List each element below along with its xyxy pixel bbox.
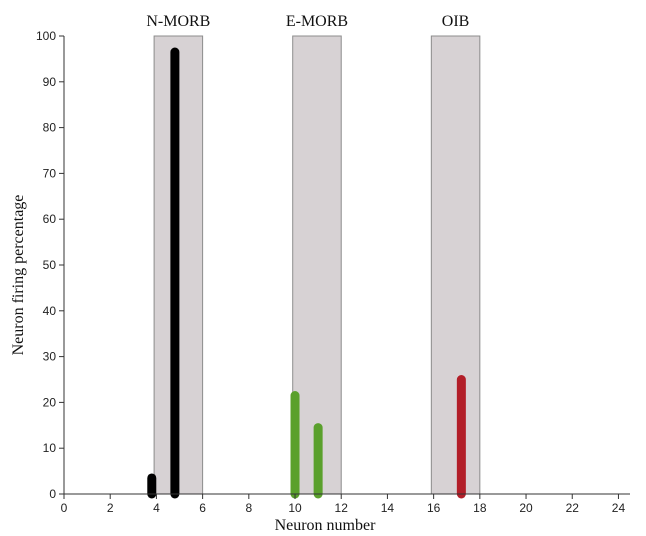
y-tick-label-5: 50 <box>43 258 57 272</box>
region-label-1: E-MORB <box>286 13 348 30</box>
x-tick-label-12: 24 <box>612 501 626 515</box>
x-tick-label-5: 10 <box>288 501 302 515</box>
y-tick-label-4: 40 <box>43 304 57 318</box>
y-axis-title: Neuron firing percentage <box>10 195 27 356</box>
region-label-2: OIB <box>442 13 470 30</box>
y-tick-label-3: 30 <box>43 350 57 364</box>
y-tick-label-2: 20 <box>43 395 57 409</box>
x-tick-label-0: 0 <box>61 501 68 515</box>
y-tick-label-6: 60 <box>43 212 57 226</box>
x-axis-title: Neuron number <box>275 517 377 534</box>
y-tick-label-9: 90 <box>43 75 57 89</box>
x-tick-label-1: 2 <box>107 501 114 515</box>
axes: 0 2 4 6 8 10 12 14 16 18 20 22 240102030405060708090… <box>36 29 630 515</box>
bars <box>147 47 466 499</box>
x-tick-label-3: 6 <box>199 501 206 515</box>
x-tick-label-8: 16 <box>427 501 441 515</box>
x-tick-label-9: 18 <box>473 501 487 515</box>
y-tick-label-0: 0 <box>49 487 56 501</box>
x-tick-label-7: 14 <box>381 501 395 515</box>
x-tick-label-6: 12 <box>335 501 349 515</box>
region-1 <box>292 35 342 495</box>
y-tick-label-1: 10 <box>43 441 57 455</box>
region-label-0: N-MORB <box>146 13 210 30</box>
highlight-regions: N-MORB E-MORB OIB <box>146 13 481 495</box>
x-tick-label-10: 20 <box>519 501 533 515</box>
y-tick-label-7: 70 <box>43 166 57 180</box>
region-2 <box>430 35 481 495</box>
x-tick-label-2: 4 <box>153 501 160 515</box>
y-tick-label-10: 100 <box>36 29 56 43</box>
x-tick-label-4: 8 <box>245 501 252 515</box>
y-tick-label-8: 80 <box>43 121 57 135</box>
x-tick-label-11: 22 <box>566 501 580 515</box>
labels: Neuron number Neuron firing percentage <box>10 195 376 534</box>
